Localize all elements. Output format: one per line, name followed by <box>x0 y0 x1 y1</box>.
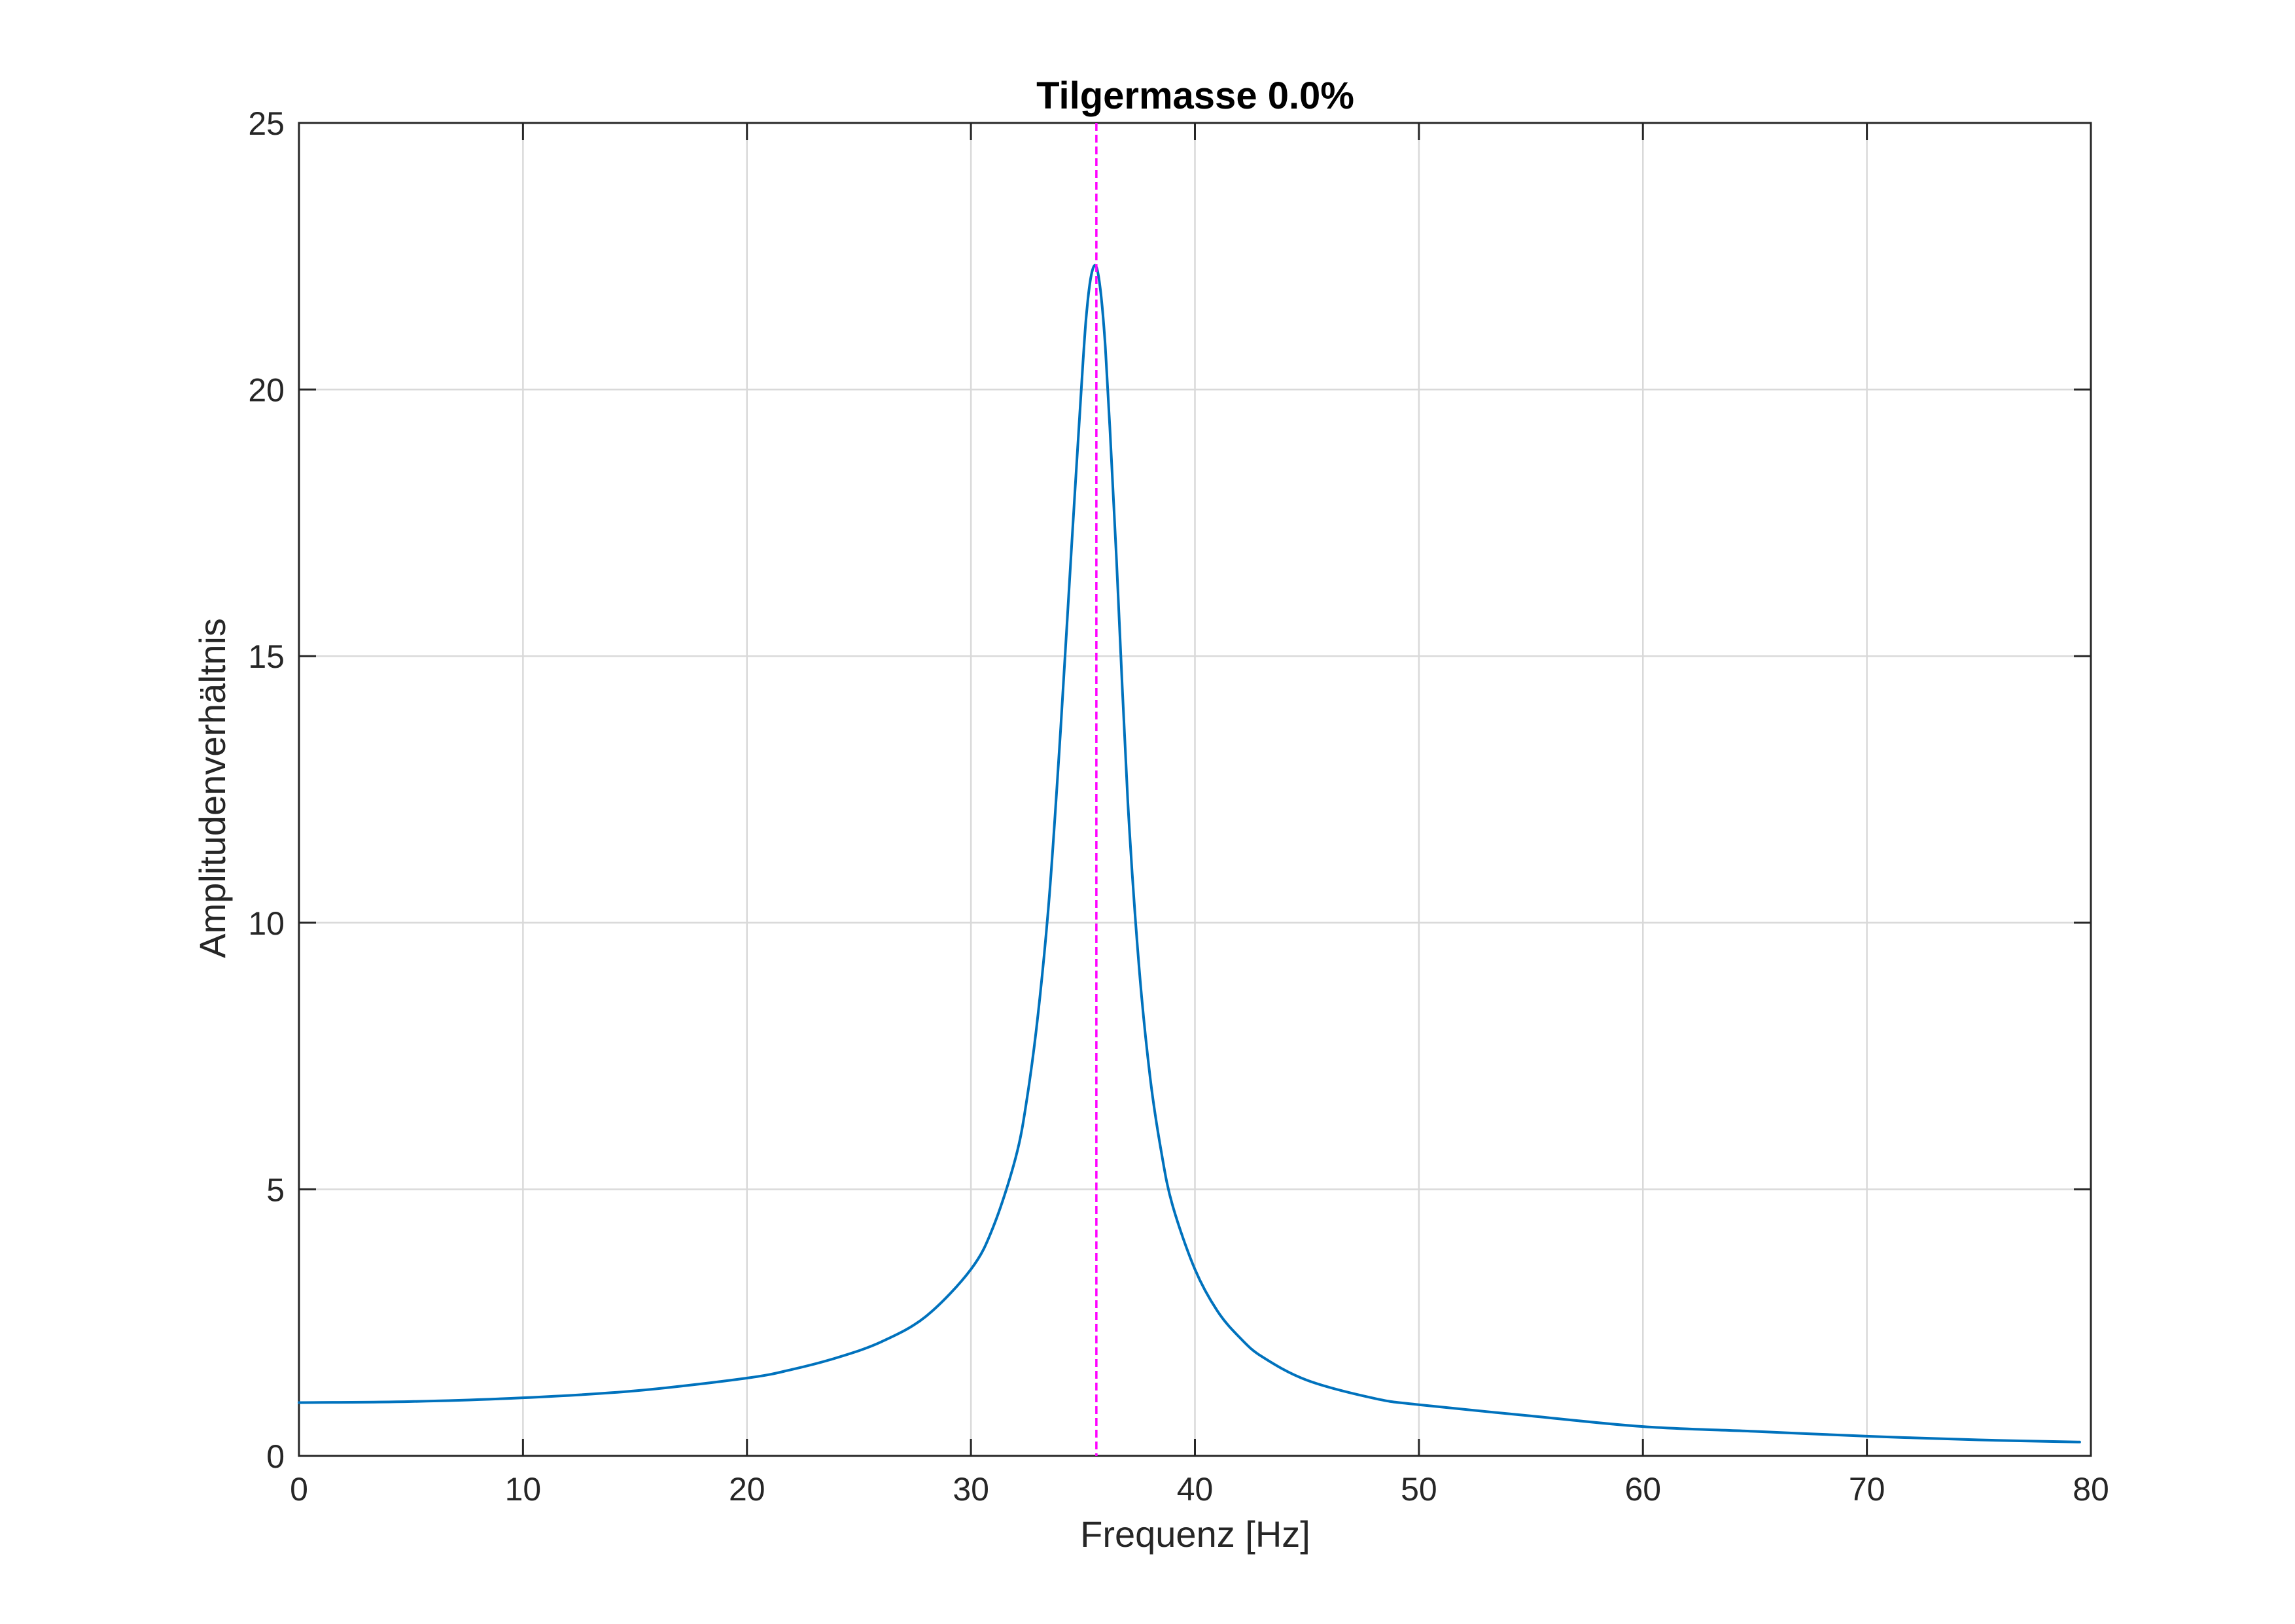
series-line-0 <box>298 264 2081 1443</box>
y-tick-label: 0 <box>266 1438 285 1475</box>
x-tick-label: 10 <box>505 1471 542 1508</box>
x-tick-label: 80 <box>2073 1471 2109 1508</box>
y-axis-tick-labels: 0 5 10 15 20 25 <box>248 105 285 1475</box>
x-tick-label: 50 <box>1401 1471 1437 1508</box>
x-tick-label: 20 <box>729 1471 765 1508</box>
x-axis-label: Frequenz [Hz] <box>1080 1513 1310 1555</box>
y-axis-label: Amplitudenverhältnis <box>192 618 233 958</box>
y-tick-label: 15 <box>248 638 285 675</box>
y-tick-label: 25 <box>248 105 285 142</box>
x-tick-label: 40 <box>1177 1471 1214 1508</box>
y-tick-label: 5 <box>266 1171 285 1208</box>
y-tick-label: 10 <box>248 905 285 942</box>
x-tick-label: 30 <box>953 1471 989 1508</box>
x-axis-tick-labels: 0 10 20 30 40 50 60 70 80 <box>290 1471 2109 1508</box>
x-tick-label: 60 <box>1624 1471 1661 1508</box>
grid <box>299 123 2091 1456</box>
series-layer <box>298 264 2081 1443</box>
x-tick-label: 70 <box>1849 1471 1885 1508</box>
axis-ticks <box>298 122 2092 1457</box>
chart-title: Tilgermasse 0.0% <box>1036 75 1354 117</box>
x-tick-label: 0 <box>290 1471 308 1508</box>
y-tick-label: 20 <box>248 372 285 409</box>
